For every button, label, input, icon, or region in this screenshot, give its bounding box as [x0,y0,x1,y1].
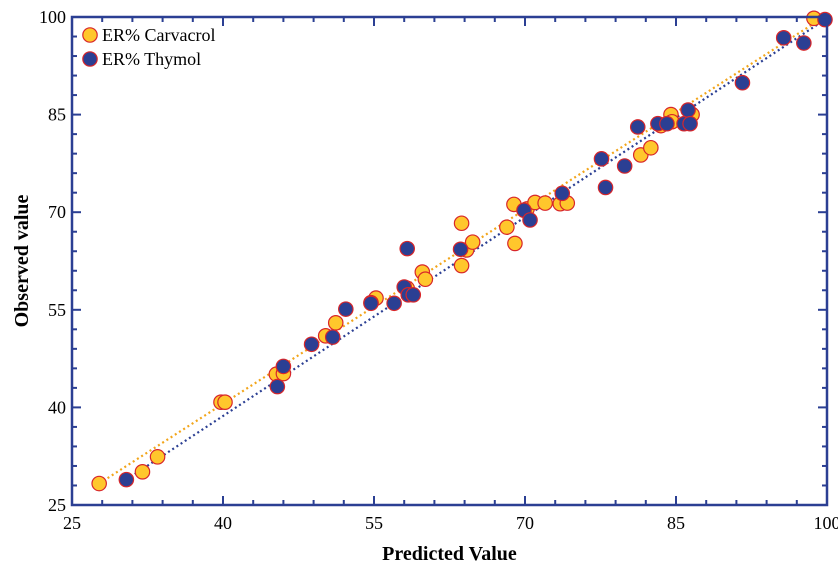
point-carvacrol [507,235,523,252]
point-thymol [597,179,614,196]
point-thymol [118,471,135,488]
point-carvacrol [537,195,553,211]
axis-ticks: 25 40 55 70 85 100 25 40 55 70 85 100 [39,7,838,533]
point-thymol [452,241,469,258]
point-thymol [522,212,538,228]
legend-label-carvacrol: ER% Carvacrol [102,25,215,45]
point-thymol [680,102,696,118]
x-tick-label: 100 [814,513,838,533]
x-axis-title: Predicted Value [382,543,517,565]
point-carvacrol [217,394,233,410]
point-carvacrol [149,449,166,465]
point-carvacrol [91,475,107,492]
legend-marker-carvacrol [82,27,98,43]
point-carvacrol [134,464,151,480]
point-thymol [659,115,675,132]
point-thymol [629,119,646,135]
point-carvacrol [453,257,470,274]
point-thymol [616,158,633,174]
point-thymol [269,378,286,395]
x-tick-label: 85 [667,513,685,533]
point-thymol [796,35,812,51]
point-carvacrol [464,234,481,250]
legend-label-thymol: ER% Thymol [102,49,201,69]
x-tick-label: 70 [516,513,534,533]
point-carvacrol [453,215,470,232]
point-carvacrol [643,139,659,156]
point-thymol [363,295,379,312]
point-thymol [817,11,833,28]
x-tick-label: 25 [63,513,81,533]
legend: ER% Carvacrol ER% Thymol [82,25,215,69]
point-thymol [386,295,402,312]
x-tick-label: 55 [365,513,383,533]
y-tick-label: 40 [48,397,66,417]
plot-frame [70,15,829,507]
legend-marker-thymol [82,51,98,67]
point-carvacrol [417,271,434,288]
point-thymol [554,185,571,202]
fit-line-thymol [125,18,826,481]
data-points [91,10,833,492]
point-carvacrol [499,219,515,235]
point-thymol [734,74,751,91]
point-thymol [338,301,354,317]
y-tick-label: 70 [48,202,66,222]
point-thymol [303,336,320,353]
point-thymol [324,329,341,345]
point-thymol [405,287,422,303]
y-tick-label: 85 [48,105,66,125]
point-thymol [593,151,610,167]
point-thymol [399,240,416,257]
point-thymol [275,358,292,375]
fit-line-carvacrol [98,17,823,485]
y-tick-label: 100 [39,7,66,27]
y-tick-label: 25 [48,495,66,515]
fit-lines [98,17,826,485]
point-thymol [775,30,792,46]
point-carvacrol [327,315,344,331]
point-thymol [682,115,698,132]
y-tick-label: 55 [48,300,66,320]
x-tick-label: 40 [214,513,232,533]
y-axis-title: Observed value [11,194,33,327]
